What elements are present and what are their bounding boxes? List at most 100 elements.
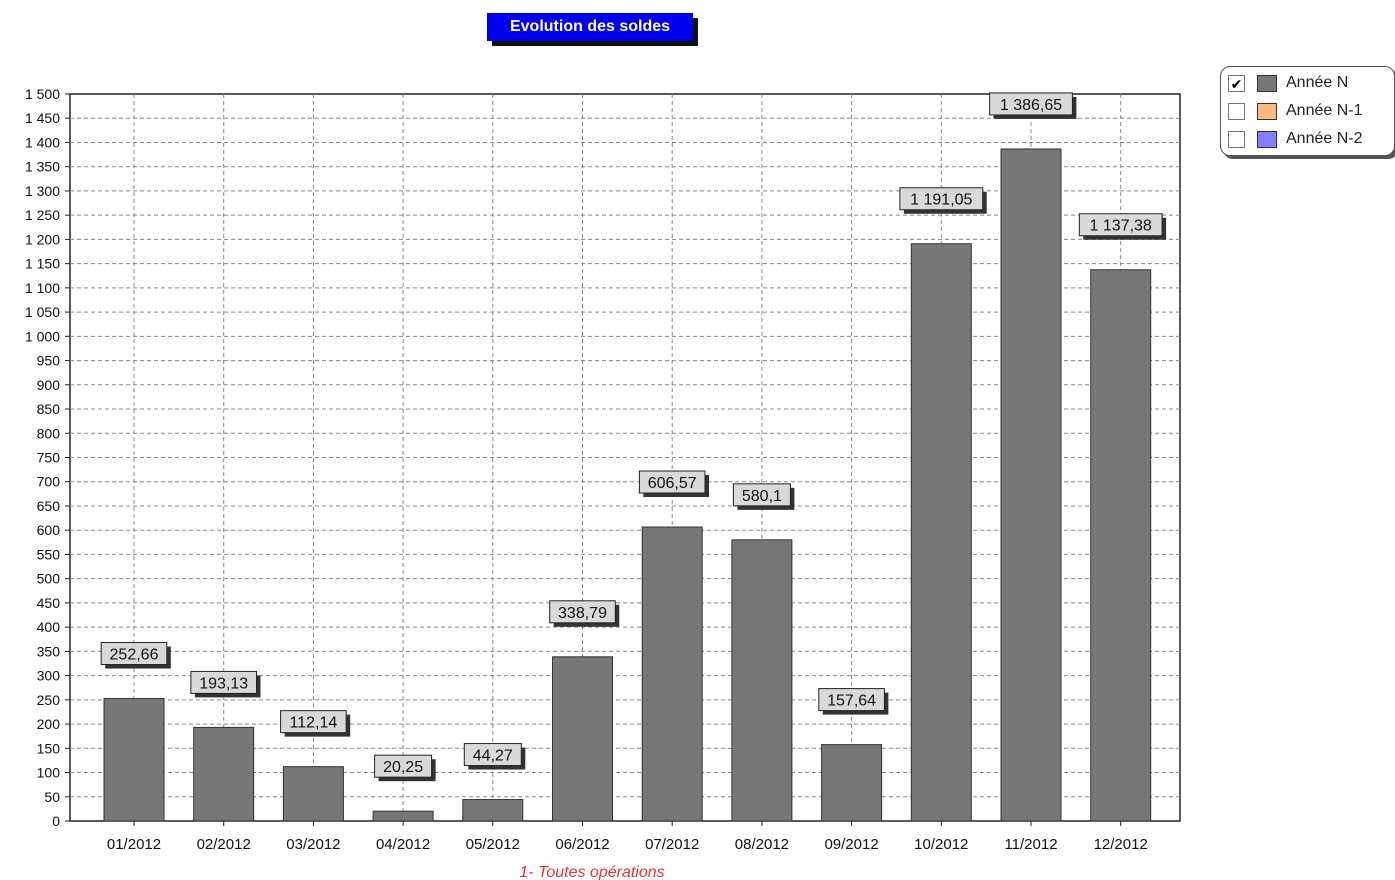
- y-tick-label: 1 250: [25, 207, 60, 223]
- data-label-text: 252,66: [110, 647, 159, 664]
- y-tick-label: 350: [37, 643, 61, 659]
- y-tick-label: 500: [37, 571, 61, 587]
- legend: ✔ Année N Année N-1 Année N-2: [1220, 66, 1395, 156]
- data-label: 338,79: [549, 600, 620, 627]
- data-label-box: [899, 187, 984, 211]
- legend-item-annee-n[interactable]: ✔ Année N: [1221, 71, 1394, 95]
- y-tick-label: 650: [37, 498, 61, 514]
- y-tick-label: 550: [37, 546, 61, 562]
- legend-label: Année N: [1286, 74, 1349, 91]
- data-label-text: 1 386,65: [1000, 97, 1062, 114]
- data-label-box: [732, 483, 791, 507]
- bar: [552, 656, 613, 822]
- data-label-box: [100, 642, 168, 666]
- x-tick-label: 11/2012: [1004, 836, 1057, 853]
- data-label-text: 157,64: [827, 693, 876, 710]
- y-tick-label: 1 300: [25, 183, 60, 199]
- y-tick-label: 850: [37, 401, 61, 417]
- x-tick-label: 01/2012: [107, 836, 161, 853]
- y-tick-label: 1 500: [25, 86, 60, 102]
- x-tick-label: 06/2012: [555, 836, 609, 853]
- data-label: 580,1: [732, 483, 795, 510]
- y-axis-ticks: 0 50 100 150 200 250 300 350 400 450 500 550 600 650 7…: [25, 86, 70, 829]
- bar: [103, 698, 165, 822]
- y-tick-label: 800: [37, 425, 61, 441]
- x-tick-label: 09/2012: [824, 836, 878, 853]
- data-label-text: 44,27: [473, 748, 513, 765]
- legend-label: Année N-1: [1286, 102, 1363, 119]
- bars: [103, 148, 1152, 822]
- y-tick-label: 0: [52, 813, 60, 829]
- bar: [193, 726, 255, 822]
- bar: [282, 766, 344, 822]
- y-tick-label: 300: [37, 668, 61, 684]
- legend-label: Année N-2: [1286, 130, 1363, 147]
- data-label-text: 112,14: [290, 715, 338, 732]
- bar: [910, 243, 972, 822]
- y-tick-label: 1 100: [25, 280, 60, 296]
- data-label-text: 193,13: [199, 675, 248, 692]
- data-label: 1 137,38: [1078, 213, 1167, 240]
- x-tick-label: 03/2012: [286, 836, 340, 853]
- data-label-box: [989, 92, 1073, 116]
- x-tick-label: 12/2012: [1094, 836, 1148, 853]
- chart-subtitle: 1- Toutes opérations: [519, 864, 664, 880]
- data-label: 606,57: [638, 470, 709, 498]
- legend-checkbox[interactable]: ✔: [1228, 74, 1245, 92]
- y-tick-label: 400: [37, 619, 61, 635]
- bar: [641, 526, 703, 822]
- bar: [1090, 269, 1152, 822]
- y-tick-label: 1 200: [25, 231, 60, 247]
- legend-swatch: [1257, 130, 1277, 148]
- x-tick-label: 04/2012: [376, 836, 430, 853]
- legend-swatch: [1257, 102, 1277, 120]
- y-tick-label: 900: [37, 377, 61, 393]
- y-tick-label: 450: [37, 595, 61, 611]
- x-tick-label: 07/2012: [645, 836, 699, 853]
- legend-swatch: [1257, 74, 1277, 92]
- data-label: 1 386,65: [989, 92, 1077, 119]
- data-label-box: [1078, 213, 1163, 237]
- y-tick-label: 1 000: [25, 328, 60, 344]
- bar: [1000, 148, 1062, 822]
- bar: [731, 539, 793, 822]
- y-tick-label: 1 400: [25, 134, 60, 150]
- data-label-text: 20,25: [383, 759, 423, 776]
- data-label-text: 338,79: [558, 605, 607, 622]
- legend-checkbox[interactable]: [1228, 130, 1245, 148]
- y-tick-label: 1 150: [25, 256, 60, 272]
- x-tick-label: 05/2012: [466, 836, 520, 853]
- x-axis-ticks: 01/2012 02/2012 03/2012 04/2012 05/2012 06/20…: [107, 821, 1148, 853]
- data-label: 252,66: [100, 642, 171, 669]
- data-labels: 252,66 193,13 112,14 20,25 44,27 338,79 606,57…: [100, 92, 1167, 782]
- data-label: 193,13: [190, 670, 261, 698]
- x-tick-label: 10/2012: [914, 836, 968, 853]
- legend-item-annee-n-2[interactable]: Année N-2: [1221, 127, 1394, 151]
- data-label: 1 191,05: [899, 187, 987, 214]
- bar: [462, 799, 524, 822]
- legend-checkbox[interactable]: [1228, 102, 1245, 120]
- y-tick-label: 700: [37, 474, 61, 490]
- y-tick-label: 750: [37, 450, 61, 466]
- chart-title: Evolution des soldes: [487, 13, 693, 41]
- data-label-box: [280, 710, 347, 734]
- data-label: 157,64: [818, 688, 889, 715]
- data-label: 44,27: [463, 743, 526, 770]
- y-tick-label: 100: [37, 765, 61, 781]
- y-tick-label: 950: [37, 353, 61, 369]
- y-tick-label: 250: [37, 692, 61, 708]
- y-tick-label: 150: [37, 740, 61, 756]
- x-tick-label: 08/2012: [735, 836, 789, 853]
- data-label-box: [463, 743, 522, 767]
- data-label-box: [374, 754, 433, 778]
- data-label-text: 606,57: [648, 475, 697, 492]
- data-label: 20,25: [374, 754, 436, 782]
- data-label: 112,14: [280, 710, 351, 737]
- x-tick-label: 02/2012: [197, 836, 251, 853]
- grid-lines: [69, 93, 1181, 822]
- data-label-text: 580,1: [742, 488, 782, 505]
- legend-item-annee-n-1[interactable]: Année N-1: [1221, 99, 1394, 123]
- data-label-box: [638, 470, 706, 494]
- data-label-text: 1 137,38: [1090, 218, 1152, 235]
